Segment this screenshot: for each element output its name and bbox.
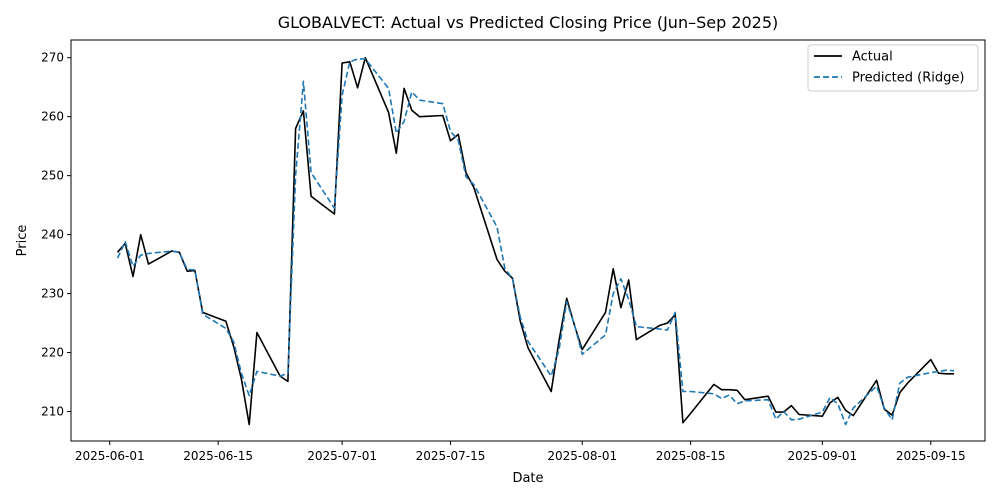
x-tick-label: 2025-06-01 bbox=[75, 449, 145, 463]
y-tick-label: 260 bbox=[41, 110, 64, 124]
x-tick-label: 2025-07-01 bbox=[307, 449, 377, 463]
y-tick-label: 270 bbox=[41, 51, 64, 65]
x-tick-label: 2025-08-01 bbox=[547, 449, 617, 463]
y-axis: 210 220 230 240 250 260 270 bbox=[41, 51, 71, 419]
y-tick-label: 250 bbox=[41, 169, 64, 183]
x-axis-label: Date bbox=[512, 471, 543, 486]
x-tick-label: 2025-09-01 bbox=[787, 449, 857, 463]
y-axis-label: Price bbox=[15, 225, 30, 257]
x-tick-label: 2025-08-15 bbox=[656, 449, 726, 463]
legend-label-1: Predicted (Ridge) bbox=[852, 71, 964, 86]
series-line-0 bbox=[116, 56, 954, 426]
legend: Actual Predicted (Ridge) bbox=[807, 44, 979, 92]
x-tick-label: 2025-09-15 bbox=[896, 449, 966, 463]
plot-frame bbox=[70, 39, 986, 442]
x-tick-label: 2025-06-15 bbox=[183, 449, 253, 463]
legend-label-0: Actual bbox=[852, 50, 893, 65]
series-layer bbox=[116, 56, 955, 426]
y-tick-label: 220 bbox=[41, 346, 64, 360]
legend-box bbox=[807, 44, 979, 92]
y-tick-label: 210 bbox=[41, 405, 64, 419]
chart-title: GLOBALVECT: Actual vs Predicted Closing … bbox=[278, 13, 779, 32]
series-line-1 bbox=[116, 58, 955, 426]
x-tick-label: 2025-07-15 bbox=[416, 449, 486, 463]
y-tick-label: 240 bbox=[41, 228, 64, 242]
x-axis: 2025-06-01 2025-06-15 2025-07-01 2025-07-15… bbox=[75, 441, 966, 463]
y-tick-label: 230 bbox=[41, 287, 64, 301]
